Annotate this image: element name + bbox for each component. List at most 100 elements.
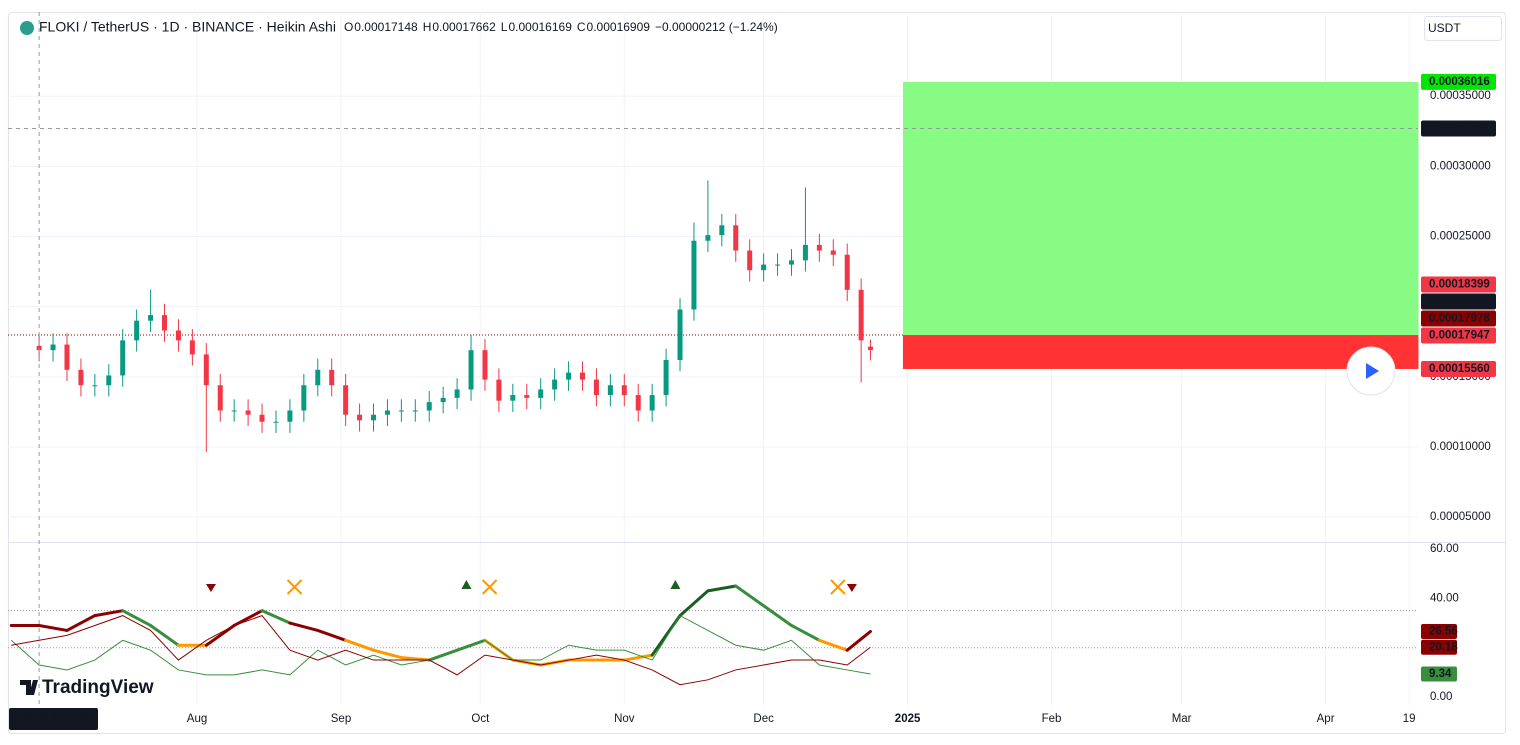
candle-body [552,379,558,390]
candle-body [231,410,237,412]
currency-button[interactable] [1424,16,1502,41]
price-label: 0.00036016 [1429,76,1490,88]
candle-body [635,395,641,411]
x-tick-label: Aug [187,713,207,725]
indicator-segment [37,623,69,632]
price-label: 0.00018091 [1429,296,1490,308]
x-tick-label: Feb [1042,713,1062,725]
indicator-segment [65,614,97,632]
logo-icon [20,680,38,695]
price-label-box [1421,327,1496,344]
candle-body [816,244,822,251]
indicator-segment [706,584,738,593]
candle-body [329,369,335,386]
candle-body [468,350,474,390]
candle-body [343,385,349,415]
price-label: 0.00018399 [1429,279,1490,291]
signal-up [461,580,472,589]
candle-body [496,379,502,401]
indicator-segment [817,638,849,652]
candle-body [705,235,711,241]
candle-body [858,289,864,341]
indicator-segment [232,609,264,627]
candle-body [440,397,446,403]
signal-cross [830,579,846,595]
price-label-box [1421,276,1496,293]
candle-body [371,414,377,421]
candle-body [579,372,585,380]
price-label: 0.00017978 [1429,313,1490,325]
symbol-icon [20,21,34,35]
candle-body [844,254,850,290]
candle-body [691,240,697,310]
indicator-segment [734,584,766,608]
play-button[interactable] [1346,346,1396,396]
indicator-segment [372,648,403,660]
candle-body [607,385,613,396]
indicator-segment [762,604,793,627]
candle-body [426,402,432,411]
candle-body [867,346,873,351]
signal-cross [286,579,303,595]
chart-title: FLOKI / TetherUS · 1D · BINANCE · Heikin… [39,19,336,35]
price-label-box [1421,73,1496,90]
y-tick-label: 40.00 [1430,592,1459,604]
x-tick-label: 2025 [895,713,921,725]
candle-body [761,264,767,271]
indicator-segment [845,630,872,652]
indicator-segment [316,628,348,642]
indicator-segment [789,623,821,642]
indicator-segment [678,589,710,618]
candle-body [245,410,251,415]
candle-body [510,395,516,401]
candle-body [301,385,307,411]
price-label: 0.00032701 [1429,122,1490,134]
candle-body [78,369,84,386]
candle-body [649,395,655,411]
indicator-segment [204,623,236,647]
candle-body [412,410,418,412]
candle-body [482,350,488,380]
crosshair-time-label: Fri 28 Jun '24 [18,713,88,725]
ohlc-letter: L [501,20,508,34]
y-tick-label: 0.00005000 [1430,511,1491,523]
candle-body [315,369,321,386]
x-tick-label: Mar [1172,713,1192,725]
y-tick-label: 0.00010000 [1430,441,1491,453]
candle-body [50,344,56,351]
indicator-value-label: 26.56 [1429,626,1458,638]
play-icon[interactable] [1366,363,1379,379]
signal-down [205,584,216,592]
candle-body [203,354,209,386]
ohlc-letter: O [344,20,353,34]
candle-body [663,359,669,396]
x-tick-label: Nov [614,713,635,725]
candle-body [747,250,753,271]
candle-body [217,385,223,411]
y-tick-label: 0.00035000 [1430,90,1491,102]
candle-body [733,225,739,251]
candle-body [593,379,599,396]
candle-body [357,414,363,421]
ohlc-value: 0.00016169 [508,20,572,34]
candle-body [524,395,530,398]
price-label-box [1421,360,1496,377]
y-tick-label: 0.00 [1430,691,1452,703]
plot [8,81,1419,686]
candle-body [106,375,112,386]
candle-body [120,340,126,376]
x-tick-label: Oct [471,713,490,725]
indicator-value-box [1421,624,1457,640]
candle-body [162,315,168,331]
indicator-value-box [1421,666,1457,682]
indicator-value-label: 9.34 [1429,668,1452,680]
ohlc-value: 0.00017148 [354,20,418,34]
watermark: TradingView [42,677,154,698]
price-label: 0.00015560 [1429,363,1490,375]
candle-body [538,389,544,398]
currency-label[interactable]: USDT [1428,21,1461,35]
indicator-value-label: 20.18 [1429,641,1458,653]
indicator-segment [622,653,654,662]
